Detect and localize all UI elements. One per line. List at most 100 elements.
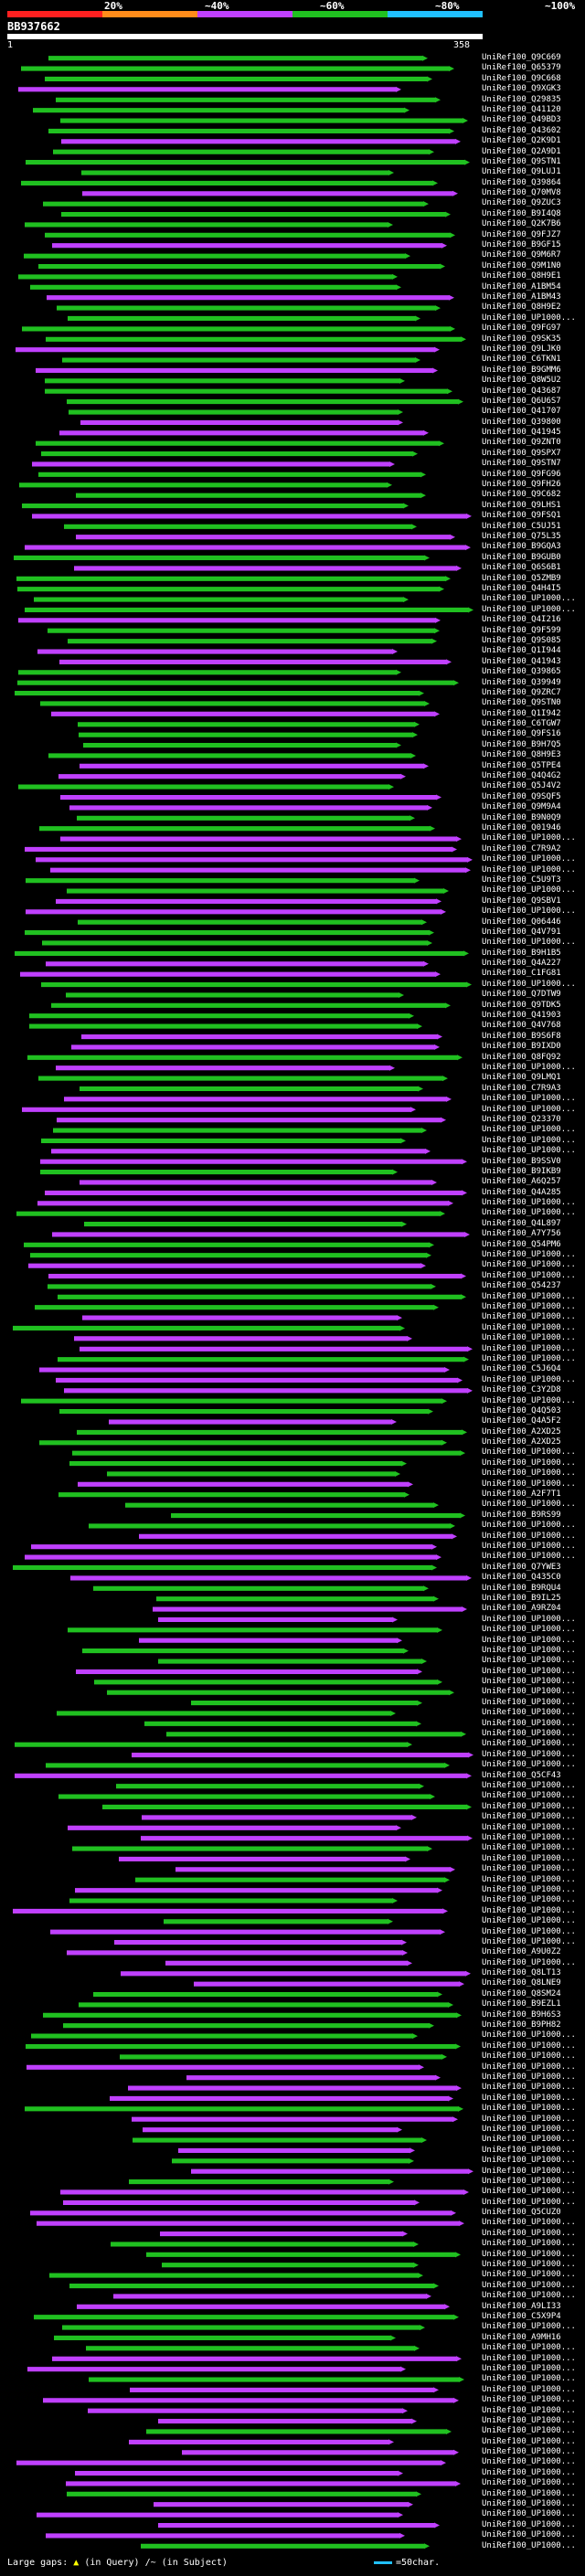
- hit-label[interactable]: UniRef100_Q9FJZ7: [482, 229, 561, 239]
- hit-label[interactable]: UniRef100_Q5CUZ0: [482, 2208, 561, 2218]
- hit-label[interactable]: UniRef100_Q9FG97: [482, 323, 561, 334]
- hit-label[interactable]: UniRef100_UP1000...: [482, 1094, 576, 1104]
- hit-label[interactable]: UniRef100_UP1000...: [482, 1884, 576, 1894]
- hit-label[interactable]: UniRef100_UP1000...: [482, 1843, 576, 1853]
- hit-label[interactable]: UniRef100_Q5ZMB9: [482, 573, 561, 583]
- hit-label[interactable]: UniRef100_UP1000...: [482, 1718, 576, 1728]
- hit-label[interactable]: UniRef100_UP1000...: [482, 1062, 576, 1072]
- hit-label[interactable]: UniRef100_B9S6F8: [482, 1031, 561, 1041]
- hit-label[interactable]: UniRef100_UP1000...: [482, 1781, 576, 1791]
- hit-label[interactable]: UniRef100_B9H1B5: [482, 948, 561, 958]
- hit-label[interactable]: UniRef100_Q39800: [482, 417, 561, 427]
- hit-label[interactable]: UniRef100_UP1000...: [482, 2280, 576, 2290]
- hit-label[interactable]: UniRef100_Q4H4I5: [482, 583, 561, 593]
- hit-label[interactable]: UniRef100_A7Y756: [482, 1229, 561, 1239]
- hit-label[interactable]: UniRef100_Q4V768: [482, 1021, 561, 1031]
- hit-label[interactable]: UniRef100_UP1000...: [482, 2249, 576, 2259]
- hit-label[interactable]: UniRef100_UP1000...: [482, 2114, 576, 2124]
- hit-label[interactable]: UniRef100_UP1000...: [482, 1822, 576, 1832]
- hit-label[interactable]: UniRef100_Q9LUJ1: [482, 167, 561, 177]
- hit-label[interactable]: UniRef100_Q9FSQ1: [482, 511, 561, 521]
- hit-label[interactable]: UniRef100_Q9LHS1: [482, 500, 561, 510]
- hit-label[interactable]: UniRef100_B9I4Q8: [482, 208, 561, 218]
- hit-label[interactable]: UniRef100_B9N0Q9: [482, 812, 561, 822]
- hit-label[interactable]: UniRef100_Q5CF43: [482, 1770, 561, 1780]
- hit-label[interactable]: UniRef100_UP1000...: [482, 1905, 576, 1915]
- hit-label[interactable]: UniRef100_A2XD25: [482, 1426, 561, 1436]
- hit-label[interactable]: UniRef100_UP1000...: [482, 1458, 576, 1468]
- hit-label[interactable]: UniRef100_UP1000...: [482, 979, 576, 989]
- hit-label[interactable]: UniRef100_B9GUB0: [482, 552, 561, 562]
- hit-label[interactable]: UniRef100_UP1000...: [482, 1333, 576, 1343]
- hit-label[interactable]: UniRef100_UP1000...: [482, 1697, 576, 1707]
- hit-label[interactable]: UniRef100_UP1000...: [482, 1666, 576, 1676]
- hit-label[interactable]: UniRef100_UP1000...: [482, 1104, 576, 1114]
- hit-label[interactable]: UniRef100_UP1000...: [482, 2176, 576, 2186]
- hit-label[interactable]: UniRef100_Q9M6R7: [482, 250, 561, 260]
- hit-label[interactable]: UniRef100_B9H6S3: [482, 2009, 561, 2019]
- hit-label[interactable]: UniRef100_UP1000...: [482, 2072, 576, 2082]
- hit-label[interactable]: UniRef100_UP1000...: [482, 2519, 576, 2529]
- hit-label[interactable]: UniRef100_Q65379: [482, 63, 561, 73]
- hit-label[interactable]: UniRef100_B9RQU4: [482, 1583, 561, 1593]
- hit-label[interactable]: UniRef100_UP1000...: [482, 2166, 576, 2176]
- hit-label[interactable]: UniRef100_Q2K9D1: [482, 136, 561, 146]
- hit-label[interactable]: UniRef100_Q1I942: [482, 708, 561, 718]
- hit-label[interactable]: UniRef100_A9U0Z2: [482, 1947, 561, 1957]
- hit-label[interactable]: UniRef100_UP1000...: [482, 2228, 576, 2238]
- hit-label[interactable]: UniRef100_Q9FH26: [482, 480, 561, 490]
- hit-label[interactable]: UniRef100_Q9C682: [482, 490, 561, 500]
- hit-label[interactable]: UniRef100_UP1000...: [482, 1125, 576, 1135]
- hit-label[interactable]: UniRef100_A6Q257: [482, 1177, 561, 1187]
- hit-label[interactable]: UniRef100_C6TGW7: [482, 719, 561, 729]
- hit-label[interactable]: UniRef100_Q9FS16: [482, 729, 561, 739]
- hit-label[interactable]: UniRef100_UP1000...: [482, 2478, 576, 2488]
- hit-label[interactable]: UniRef100_UP1000...: [482, 2426, 576, 2436]
- hit-label[interactable]: UniRef100_UP1000...: [482, 1656, 576, 1666]
- hit-label[interactable]: UniRef100_Q49BD3: [482, 115, 561, 125]
- hit-label[interactable]: UniRef100_UP1000...: [482, 2239, 576, 2249]
- hit-label[interactable]: UniRef100_UP1000...: [482, 2457, 576, 2467]
- hit-label[interactable]: UniRef100_Q41120: [482, 104, 561, 114]
- hit-label[interactable]: UniRef100_UP1000...: [482, 1832, 576, 1842]
- hit-label[interactable]: UniRef100_A9RZ04: [482, 1604, 561, 1614]
- hit-label[interactable]: UniRef100_Q9LJK0: [482, 344, 561, 354]
- hit-label[interactable]: UniRef100_Q4L897: [482, 1218, 561, 1228]
- hit-label[interactable]: UniRef100_Q01946: [482, 822, 561, 832]
- hit-label[interactable]: UniRef100_UP1000...: [482, 1936, 576, 1946]
- hit-label[interactable]: UniRef100_C7R9A3: [482, 1083, 561, 1093]
- hit-label[interactable]: UniRef100_Q29835: [482, 94, 561, 104]
- hit-label[interactable]: UniRef100_UP1000...: [482, 2135, 576, 2145]
- hit-label[interactable]: UniRef100_UP1000...: [482, 2270, 576, 2280]
- hit-label[interactable]: UniRef100_Q8SM24: [482, 1988, 561, 1998]
- hit-label[interactable]: UniRef100_UP1000...: [482, 2062, 576, 2072]
- hit-label[interactable]: UniRef100_B9GMM6: [482, 365, 561, 375]
- hit-label[interactable]: UniRef100_Q2K7B6: [482, 219, 561, 229]
- hit-label[interactable]: UniRef100_B9GF15: [482, 240, 561, 250]
- hit-label[interactable]: UniRef100_Q9LMQ1: [482, 1073, 561, 1083]
- hit-label[interactable]: UniRef100_UP1000...: [482, 1521, 576, 1531]
- hit-label[interactable]: UniRef100_UP1000...: [482, 2540, 576, 2550]
- hit-label[interactable]: UniRef100_UP1000...: [482, 1739, 576, 1749]
- hit-label[interactable]: UniRef100_Q6U6S7: [482, 396, 561, 406]
- hit-label[interactable]: UniRef100_UP1000...: [482, 2124, 576, 2134]
- hit-label[interactable]: UniRef100_Q9XGK3: [482, 84, 561, 94]
- hit-label[interactable]: UniRef100_Q9FG96: [482, 469, 561, 479]
- hit-label[interactable]: UniRef100_Q9M9A4: [482, 802, 561, 812]
- hit-label[interactable]: UniRef100_B9H7Q5: [482, 739, 561, 749]
- hit-label[interactable]: UniRef100_Q9C668: [482, 73, 561, 83]
- hit-label[interactable]: UniRef100_UP1000...: [482, 1916, 576, 1926]
- hit-label[interactable]: UniRef100_UP1000...: [482, 1874, 576, 1884]
- hit-label[interactable]: UniRef100_Q23370: [482, 1114, 561, 1124]
- hit-label[interactable]: UniRef100_Q8LNE9: [482, 1978, 561, 1988]
- hit-label[interactable]: UniRef100_UP1000...: [482, 2093, 576, 2103]
- hit-label[interactable]: UniRef100_UP1000...: [482, 1853, 576, 1863]
- hit-label[interactable]: UniRef100_UP1000...: [482, 2291, 576, 2301]
- hit-label[interactable]: UniRef100_UP1000...: [482, 833, 576, 843]
- hit-label[interactable]: UniRef100_UP1000...: [482, 2041, 576, 2051]
- hit-label[interactable]: UniRef100_C7R9A2: [482, 843, 561, 853]
- hit-label[interactable]: UniRef100_UP1000...: [482, 1614, 576, 1624]
- hit-label[interactable]: UniRef100_UP1000...: [482, 938, 576, 948]
- hit-label[interactable]: UniRef100_UP1000...: [482, 1926, 576, 1936]
- hit-label[interactable]: UniRef100_B9GQA3: [482, 542, 561, 552]
